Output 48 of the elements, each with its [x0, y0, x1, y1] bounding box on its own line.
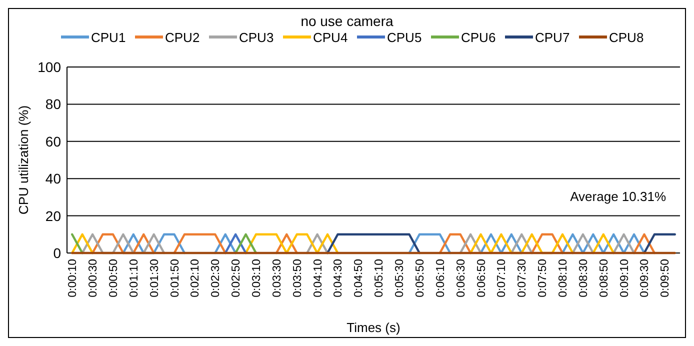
- x-tick-label: 0:05:50: [414, 259, 426, 298]
- x-tick-label: 0:08:50: [598, 259, 610, 298]
- x-axis-title: Times (s): [346, 320, 400, 335]
- x-tick-label: 0:05:10: [374, 259, 386, 298]
- x-tick-label: 0:06:50: [476, 259, 488, 298]
- chart-title: no use camera: [300, 13, 394, 29]
- annotation: Average 10.31%: [570, 189, 666, 204]
- x-tick-label: 0:06:30: [455, 259, 468, 298]
- x-tick-label: 0:07:50: [537, 259, 550, 298]
- x-tick-label: 0:00:50: [108, 259, 120, 298]
- x-tick-label: 0:03:30: [271, 259, 284, 298]
- y-tick-label: 0: [53, 245, 62, 261]
- x-tick-label: 0:01:30: [148, 259, 161, 298]
- x-tick-label: 0:03:10: [251, 259, 264, 298]
- y-tick-label: 100: [38, 59, 62, 75]
- x-tick-label: 0:02:50: [230, 259, 243, 298]
- legend-label: CPU1: [91, 30, 126, 45]
- y-tick-label: 20: [45, 208, 62, 224]
- x-tick-label: 0:00:10: [67, 259, 80, 298]
- x-tick-label: 0:01:50: [169, 259, 182, 298]
- legend-label: CPU5: [387, 30, 422, 45]
- x-tick-label: 0:08:30: [578, 259, 590, 298]
- x-tick-label: 0:09:30: [639, 259, 652, 298]
- x-tick-label: 0:06:10: [434, 259, 447, 298]
- x-tick-label: 0:08:10: [558, 259, 570, 298]
- y-tick-label: 80: [45, 96, 62, 112]
- x-tick-label: 0:00:30: [88, 259, 100, 298]
- legend-label: CPU8: [609, 30, 644, 45]
- x-tick-label: 0:05:30: [394, 259, 406, 298]
- y-axis-title: CPU utilization (%): [16, 105, 31, 215]
- legend-label: CPU2: [165, 30, 200, 45]
- x-tick-label: 0:09:50: [660, 259, 672, 298]
- legend-label: CPU3: [239, 30, 274, 45]
- x-tick-label: 0:04:50: [353, 259, 366, 298]
- legend-label: CPU6: [461, 30, 496, 45]
- x-tick-label: 0:04:30: [332, 259, 345, 298]
- x-tick-label: 0:07:30: [516, 259, 529, 298]
- x-tick-label: 0:02:30: [210, 259, 222, 298]
- x-tick-label: 0:01:10: [128, 259, 140, 298]
- y-tick-label: 40: [45, 170, 62, 187]
- x-tick-label: 0:03:50: [292, 259, 304, 298]
- legend-label: CPU7: [535, 30, 570, 45]
- legend-label: CPU4: [313, 30, 348, 45]
- y-tick-label: 60: [45, 133, 62, 150]
- x-tick-label: 0:09:10: [618, 259, 631, 298]
- x-tick-label: 0:04:10: [312, 259, 324, 298]
- x-tick-label: 0:02:10: [190, 259, 202, 298]
- x-tick-label: 0:07:10: [496, 259, 508, 298]
